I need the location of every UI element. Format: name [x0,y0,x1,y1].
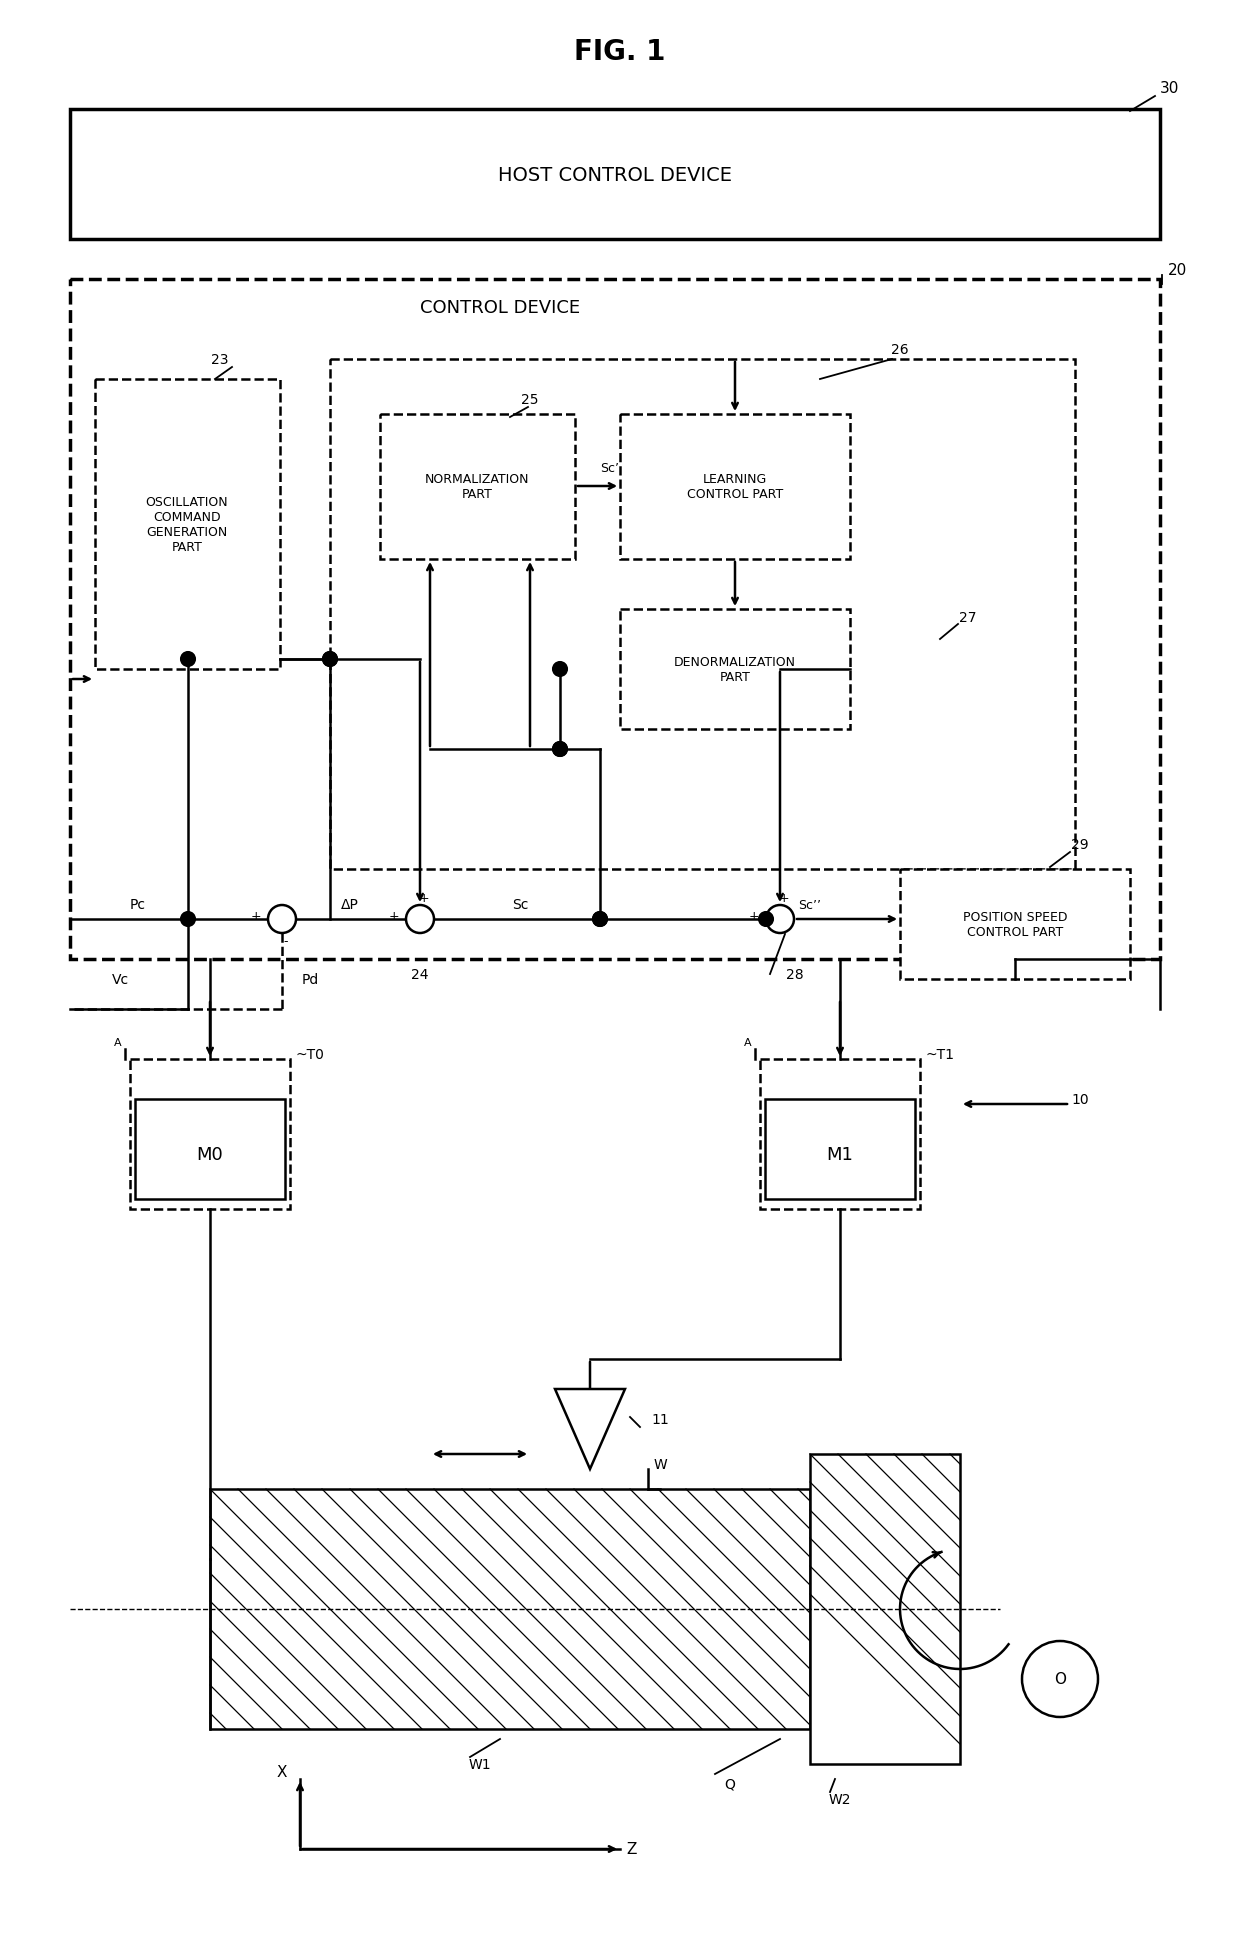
Text: 11: 11 [651,1412,668,1426]
Text: X: X [277,1765,288,1780]
Circle shape [593,912,608,927]
Bar [135,1099,285,1200]
Circle shape [322,653,337,666]
Circle shape [553,662,567,676]
Text: -: - [284,935,288,949]
Text: Pd: Pd [301,972,319,986]
Circle shape [553,742,567,756]
Circle shape [1022,1640,1097,1716]
Text: +: + [779,890,790,904]
Text: +: + [749,910,759,921]
Bar [620,415,849,559]
Text: 23: 23 [211,353,228,366]
Text: 10: 10 [1071,1093,1089,1106]
Bar [900,869,1130,980]
Text: M0: M0 [197,1145,223,1163]
Text: W1: W1 [469,1757,491,1771]
Text: Sc: Sc [512,898,528,912]
Text: ΔP: ΔP [341,898,358,912]
Bar [330,360,1075,869]
Text: CONTROL DEVICE: CONTROL DEVICE [420,298,580,318]
Text: +: + [388,910,399,921]
Text: A: A [744,1038,751,1048]
Bar [760,1060,920,1210]
Text: Z: Z [626,1841,637,1856]
Text: 26: 26 [892,343,909,356]
Text: +: + [419,890,429,904]
Bar [95,380,280,670]
Text: 28: 28 [786,968,804,982]
Text: OSCILLATION
COMMAND
GENERATION
PART: OSCILLATION COMMAND GENERATION PART [145,495,228,553]
Circle shape [405,906,434,933]
Bar [810,1455,960,1765]
Bar [69,281,1159,960]
Circle shape [181,653,195,666]
Text: 25: 25 [521,393,538,407]
Text: O: O [1054,1671,1066,1687]
Text: NORMALIZATION
PART: NORMALIZATION PART [425,473,529,501]
Bar [130,1060,290,1210]
Text: A: A [114,1038,122,1048]
Circle shape [593,912,608,927]
Text: Sc’: Sc’ [600,462,620,473]
Circle shape [268,906,296,933]
Bar [210,1488,810,1730]
Text: M1: M1 [827,1145,853,1163]
Text: ~T1: ~T1 [925,1048,955,1062]
Text: Pc: Pc [130,898,146,912]
Text: POSITION SPEED
CONTROL PART: POSITION SPEED CONTROL PART [962,910,1068,939]
Text: W: W [653,1457,667,1471]
Text: 27: 27 [960,610,977,625]
Text: W2: W2 [828,1792,851,1806]
Text: ~T0: ~T0 [295,1048,325,1062]
Bar [69,109,1159,240]
Circle shape [181,912,195,927]
Bar [620,610,849,730]
Circle shape [766,906,794,933]
Text: DENORMALIZATION
PART: DENORMALIZATION PART [675,656,796,684]
Circle shape [322,653,337,666]
Text: 29: 29 [1071,838,1089,851]
Bar [765,1099,915,1200]
Text: Sc’’: Sc’’ [799,898,821,912]
Text: FIG. 1: FIG. 1 [574,37,666,66]
Text: 30: 30 [1161,80,1179,95]
Text: HOST CONTROL DEVICE: HOST CONTROL DEVICE [498,166,732,185]
Circle shape [759,912,773,927]
Text: 24: 24 [412,968,429,982]
Polygon shape [556,1389,625,1469]
Text: Vc: Vc [112,972,129,986]
Text: LEARNING
CONTROL PART: LEARNING CONTROL PART [687,473,784,501]
Circle shape [553,742,567,756]
Text: Q: Q [724,1777,735,1790]
Bar [379,415,575,559]
Text: 20: 20 [1168,263,1188,277]
Text: +: + [250,910,262,921]
